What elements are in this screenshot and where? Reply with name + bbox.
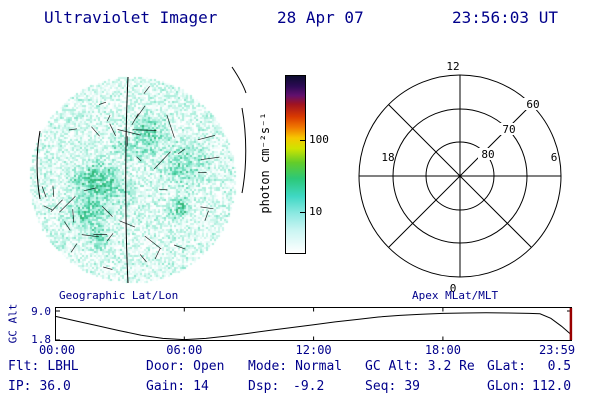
glon-value: 112.0 [532, 379, 572, 394]
apex-polar-plot: 60 70 80 12 18 6 0 [358, 60, 562, 295]
mlat-label-70: 70 [502, 123, 515, 136]
colorbar-tick-10 [300, 212, 305, 213]
mlat-label-80: 80 [481, 148, 494, 161]
uv-disk-canvas [28, 75, 238, 285]
mlt-spokes [359, 75, 561, 277]
colorbar-tick-label-10: 10 [309, 205, 323, 218]
colorbar-tick-100 [300, 140, 305, 141]
status-seq: Seq: 39 [365, 379, 420, 394]
flt-label: Flt: [8, 359, 40, 374]
timeline-ticks [55, 307, 572, 341]
status-gc-alt: GC Alt: 3.2 Re [365, 359, 475, 374]
geo-grid-overlay [36, 66, 247, 284]
dsp-label: Dsp: [248, 379, 280, 394]
colorbar-tick-label-100: 100 [309, 133, 329, 146]
glat-label: GLat: [487, 359, 527, 374]
status-row-2: IP: 36.0 Gain: 14 Dsp: -9.2 Seq: 39 GLon: 112… [0, 379, 600, 395]
status-door: Door: Open [146, 359, 224, 374]
xtick-label-2359: 23:59 [539, 343, 575, 357]
gain-label: Gain: [146, 379, 186, 394]
mlat-label-60-bg [523, 98, 543, 110]
gc-alt-curve [54, 312, 572, 341]
status-flt: Flt: LBHL [8, 359, 79, 374]
flt-value: LBHL [47, 359, 79, 374]
limb-contour-right [241, 107, 247, 194]
dsp-value: -9.2 [293, 379, 325, 394]
timeline-plot: 9.0 1.8 00:00 06:00 12:00 18:00 23:59 [31, 305, 575, 357]
ip-label: IP: [8, 379, 32, 394]
mlt-label-18: 18 [381, 151, 394, 164]
contour-dashes [41, 86, 220, 270]
glat-value: 0.5 [547, 359, 572, 374]
mode-label: Mode: [248, 359, 288, 374]
status-ip: IP: 36.0 [8, 379, 71, 394]
seq-label: Seq: [365, 379, 397, 394]
ytick-label-min: 1.8 [31, 333, 51, 346]
status-row-1: Flt: LBHL Door: Open Mode: Normal GC Alt: 3.… [0, 359, 600, 375]
mlt-label-6: 6 [551, 151, 558, 164]
status-gain: Gain: 14 [146, 379, 209, 394]
xtick-label-0600: 06:00 [166, 343, 202, 357]
status-mode: Mode: Normal [248, 359, 342, 374]
colorbar-axis-label: photon cm⁻²s⁻¹ [258, 112, 272, 214]
ytick-label-max: 9.0 [31, 305, 51, 318]
xtick-label-1200: 12:00 [296, 343, 332, 357]
header-date: 28 Apr 07 [277, 8, 364, 27]
limb-contour-left [36, 130, 41, 200]
xtick-label-0000: 00:00 [39, 343, 75, 357]
limb-contour-topright [231, 66, 247, 94]
door-value: Open [193, 359, 225, 374]
header-time: 23:56:03 UT [452, 8, 558, 27]
geo-caption: Geographic Lat/Lon [59, 289, 179, 302]
gain-value: 14 [193, 379, 209, 394]
glon-label: GLon: [487, 379, 527, 394]
app-title: Ultraviolet Imager [44, 8, 218, 27]
colorbar-gradient [285, 75, 306, 254]
mlt-label-0: 0 [450, 282, 457, 295]
status-dsp: Dsp: -9.2 [248, 379, 324, 394]
door-label: Door: [146, 359, 186, 374]
xtick-label-1800: 18:00 [425, 343, 461, 357]
mlat-label-80-bg [478, 148, 498, 160]
status-glat: GLat: 0.5 [487, 359, 571, 374]
apex-caption: Apex MLat/MLT [412, 289, 499, 302]
status-glon: GLon: 112.0 [487, 379, 571, 394]
mlat-label-60: 60 [526, 98, 539, 111]
mlt-label-12: 12 [446, 60, 459, 73]
ip-value: 36.0 [39, 379, 71, 394]
mode-value: Normal [295, 359, 343, 374]
gc-alt-value: 3.2 Re [427, 359, 475, 374]
gc-alt-label: GC Alt: [365, 359, 420, 374]
mlat-label-70-bg [499, 123, 519, 135]
seq-value: 39 [404, 379, 420, 394]
meridian-line [125, 76, 129, 284]
